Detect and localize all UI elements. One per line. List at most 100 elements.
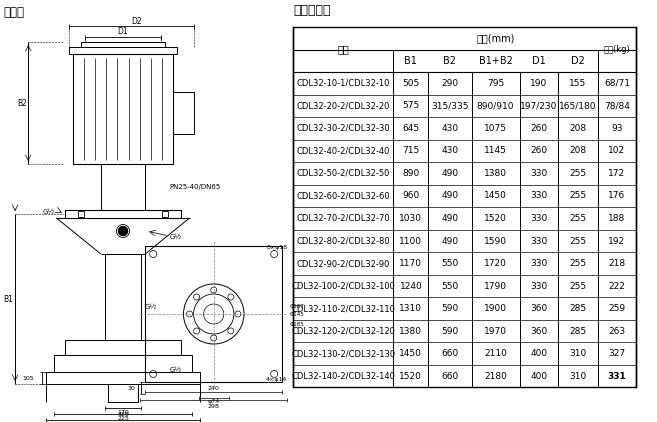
Text: 260: 260 [530, 146, 547, 155]
Bar [81, 42, 166, 47]
Text: 290: 290 [442, 79, 459, 88]
Text: 225: 225 [117, 417, 129, 422]
Text: 550: 550 [442, 281, 459, 291]
Text: D1: D1 [532, 56, 545, 66]
Text: 4×φ14: 4×φ14 [266, 378, 287, 382]
Bar [108, 384, 138, 402]
Text: 285: 285 [569, 304, 586, 313]
Bar [72, 54, 173, 164]
Text: 330: 330 [530, 236, 547, 246]
Text: 78/84: 78/84 [604, 101, 630, 110]
Text: 330: 330 [530, 259, 547, 268]
Text: 255: 255 [569, 236, 586, 246]
Text: 1100: 1100 [399, 236, 422, 246]
Text: 590: 590 [442, 327, 459, 335]
Bar [64, 210, 181, 218]
Text: 1380: 1380 [484, 169, 507, 178]
Text: 68/71: 68/71 [604, 79, 630, 88]
Text: 30: 30 [127, 386, 135, 390]
Text: 105: 105 [22, 376, 34, 381]
Text: 2180: 2180 [484, 372, 507, 381]
Text: 1590: 1590 [484, 236, 507, 246]
Text: 208: 208 [569, 124, 586, 133]
Text: 197/230: 197/230 [520, 101, 557, 110]
Text: CDL32-130-2/CDL32-130: CDL32-130-2/CDL32-130 [291, 349, 396, 358]
Text: 327: 327 [608, 349, 625, 358]
Text: 490: 490 [442, 214, 459, 223]
Text: 165/180: 165/180 [559, 101, 597, 110]
Text: 590: 590 [442, 304, 459, 313]
Text: 255: 255 [569, 192, 586, 200]
Text: 218: 218 [608, 259, 625, 268]
Text: 330: 330 [530, 281, 547, 291]
Text: 260: 260 [530, 124, 547, 133]
Text: 1310: 1310 [399, 304, 422, 313]
Text: 1450: 1450 [484, 192, 507, 200]
Bar [55, 355, 192, 372]
Text: CDL32-80-2/CDL32-80: CDL32-80-2/CDL32-80 [296, 236, 390, 246]
Text: CDL32-30-2/CDL32-30: CDL32-30-2/CDL32-30 [296, 124, 390, 133]
Text: CDL32-60-2/CDL32-60: CDL32-60-2/CDL32-60 [296, 192, 390, 200]
Text: 2110: 2110 [484, 349, 507, 358]
Text: 240: 240 [208, 386, 219, 390]
Text: 176: 176 [608, 192, 625, 200]
Text: 795: 795 [487, 79, 504, 88]
Text: 298: 298 [208, 403, 219, 408]
Text: 尺寸(mm): 尺寸(mm) [476, 33, 515, 43]
Text: 170: 170 [117, 411, 129, 416]
Text: 660: 660 [442, 372, 459, 381]
Text: 1075: 1075 [484, 124, 507, 133]
Text: 重量(kg): 重量(kg) [604, 45, 630, 54]
Text: 490: 490 [442, 169, 459, 178]
Text: CDL32-40-2/CDL32-40: CDL32-40-2/CDL32-40 [296, 146, 390, 155]
Text: 330: 330 [530, 214, 547, 223]
Text: 490: 490 [442, 192, 459, 200]
Text: 960: 960 [402, 192, 419, 200]
Bar [78, 211, 83, 217]
Text: 190: 190 [530, 79, 547, 88]
Text: 1900: 1900 [484, 304, 507, 313]
Text: 263: 263 [608, 327, 625, 335]
Text: CDL32-10-1/CDL32-10: CDL32-10-1/CDL32-10 [296, 79, 390, 88]
Text: D1: D1 [118, 27, 128, 36]
Text: G½: G½ [144, 304, 156, 310]
Text: 172: 172 [608, 169, 625, 178]
Text: 505: 505 [402, 79, 419, 88]
Text: 660: 660 [442, 349, 459, 358]
Text: CDL32-20-2/CDL32-20: CDL32-20-2/CDL32-20 [296, 101, 390, 110]
Text: 93: 93 [611, 124, 623, 133]
Text: 715: 715 [402, 146, 419, 155]
Text: 安装图: 安装图 [3, 5, 24, 19]
Text: D2: D2 [571, 56, 585, 66]
Text: 255: 255 [569, 259, 586, 268]
Text: 1450: 1450 [399, 349, 422, 358]
Text: CDL32-120-2/CDL32-120: CDL32-120-2/CDL32-120 [291, 327, 395, 335]
Text: 310: 310 [569, 372, 587, 381]
Text: 1380: 1380 [399, 327, 422, 335]
Text: 890/910: 890/910 [477, 101, 514, 110]
Text: 320: 320 [117, 411, 129, 417]
Text: 400: 400 [530, 349, 547, 358]
Text: 330: 330 [530, 169, 547, 178]
Text: G½: G½ [170, 234, 181, 240]
Text: 310: 310 [569, 349, 587, 358]
Text: 550: 550 [442, 259, 459, 268]
Bar [64, 340, 181, 355]
Text: 1720: 1720 [484, 259, 507, 268]
Text: 285: 285 [569, 327, 586, 335]
Text: B1: B1 [3, 295, 13, 303]
Text: 192: 192 [608, 236, 625, 246]
Text: B2: B2 [443, 56, 457, 66]
Text: 1145: 1145 [484, 146, 507, 155]
Text: 360: 360 [530, 304, 547, 313]
Text: 330: 330 [530, 192, 547, 200]
Bar [47, 372, 200, 384]
Text: 430: 430 [442, 124, 459, 133]
Text: PN25-40/DN65: PN25-40/DN65 [170, 184, 221, 190]
Text: 255: 255 [569, 214, 586, 223]
Text: 222: 222 [608, 281, 625, 291]
Text: 890: 890 [402, 169, 419, 178]
Text: 490: 490 [442, 236, 459, 246]
Text: CDL32-110-2/CDL32-110: CDL32-110-2/CDL32-110 [291, 304, 395, 313]
Text: 208: 208 [569, 146, 586, 155]
